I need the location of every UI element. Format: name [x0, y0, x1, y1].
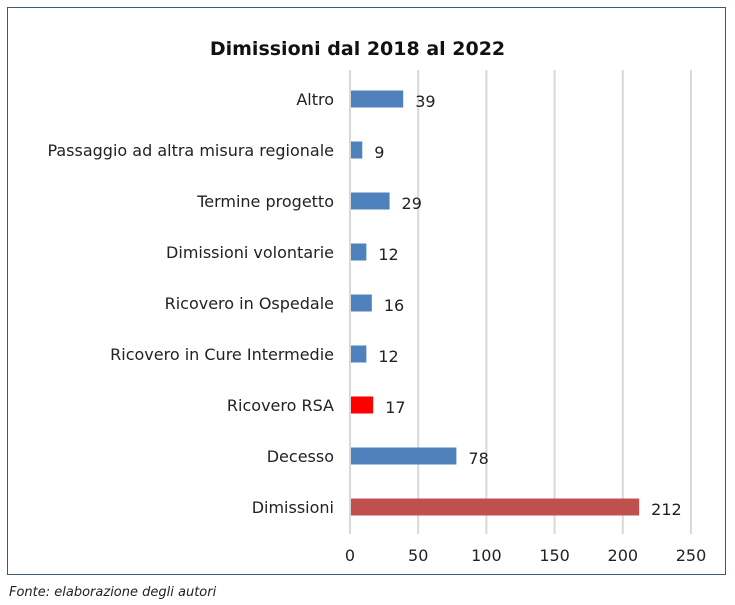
x-tick-label: 0	[345, 546, 355, 565]
data-label: 17	[385, 398, 405, 417]
data-label: 9	[374, 143, 384, 162]
category-label: Ricovero in Cure Intermedie	[110, 345, 334, 364]
category-label: Ricovero RSA	[227, 396, 334, 415]
chart-frame: Dimissioni dal 2018 al 2022 Altro 39 Passa…	[7, 7, 726, 575]
x-tick-label: 150	[539, 546, 570, 565]
label-layer: Altro 39 Passaggio ad altra misura regiona…	[47, 90, 681, 519]
category-label: Dimissioni	[252, 498, 334, 517]
x-tick-label: 200	[608, 546, 639, 565]
category-label: Altro	[296, 90, 334, 109]
data-label: 29	[402, 194, 422, 213]
chart-title: Dimissioni dal 2018 al 2022	[209, 38, 506, 60]
data-label: 39	[415, 92, 435, 111]
bar	[351, 294, 372, 312]
bar	[351, 345, 367, 363]
category-label: Passaggio ad altra misura regionale	[47, 141, 334, 160]
category-label: Ricovero in Ospedale	[165, 294, 334, 313]
x-tick-label: 50	[408, 546, 428, 565]
data-label: 16	[384, 296, 404, 315]
bar-layer	[351, 90, 640, 516]
x-tick-label: 100	[471, 546, 502, 565]
bar	[351, 192, 390, 210]
data-label: 78	[468, 449, 488, 468]
bar-chart: Altro 39 Passaggio ad altra misura regiona…	[47, 70, 706, 565]
x-tick-label: 250	[676, 546, 707, 565]
bar	[351, 498, 640, 516]
category-label: Dimissioni volontarie	[166, 243, 334, 262]
bar	[351, 243, 367, 261]
bar	[351, 396, 374, 414]
bar	[351, 447, 457, 465]
tick-layer: 0 50 100 150 200 250	[345, 546, 706, 565]
data-label: 12	[378, 245, 398, 264]
category-label: Decesso	[267, 447, 334, 466]
category-label: Termine progetto	[196, 192, 334, 211]
source-note: Fonte: elaborazione degli autori	[9, 585, 217, 600]
bar	[351, 90, 404, 108]
data-label: 212	[651, 500, 682, 519]
data-label: 12	[378, 347, 398, 366]
bar	[351, 141, 363, 159]
